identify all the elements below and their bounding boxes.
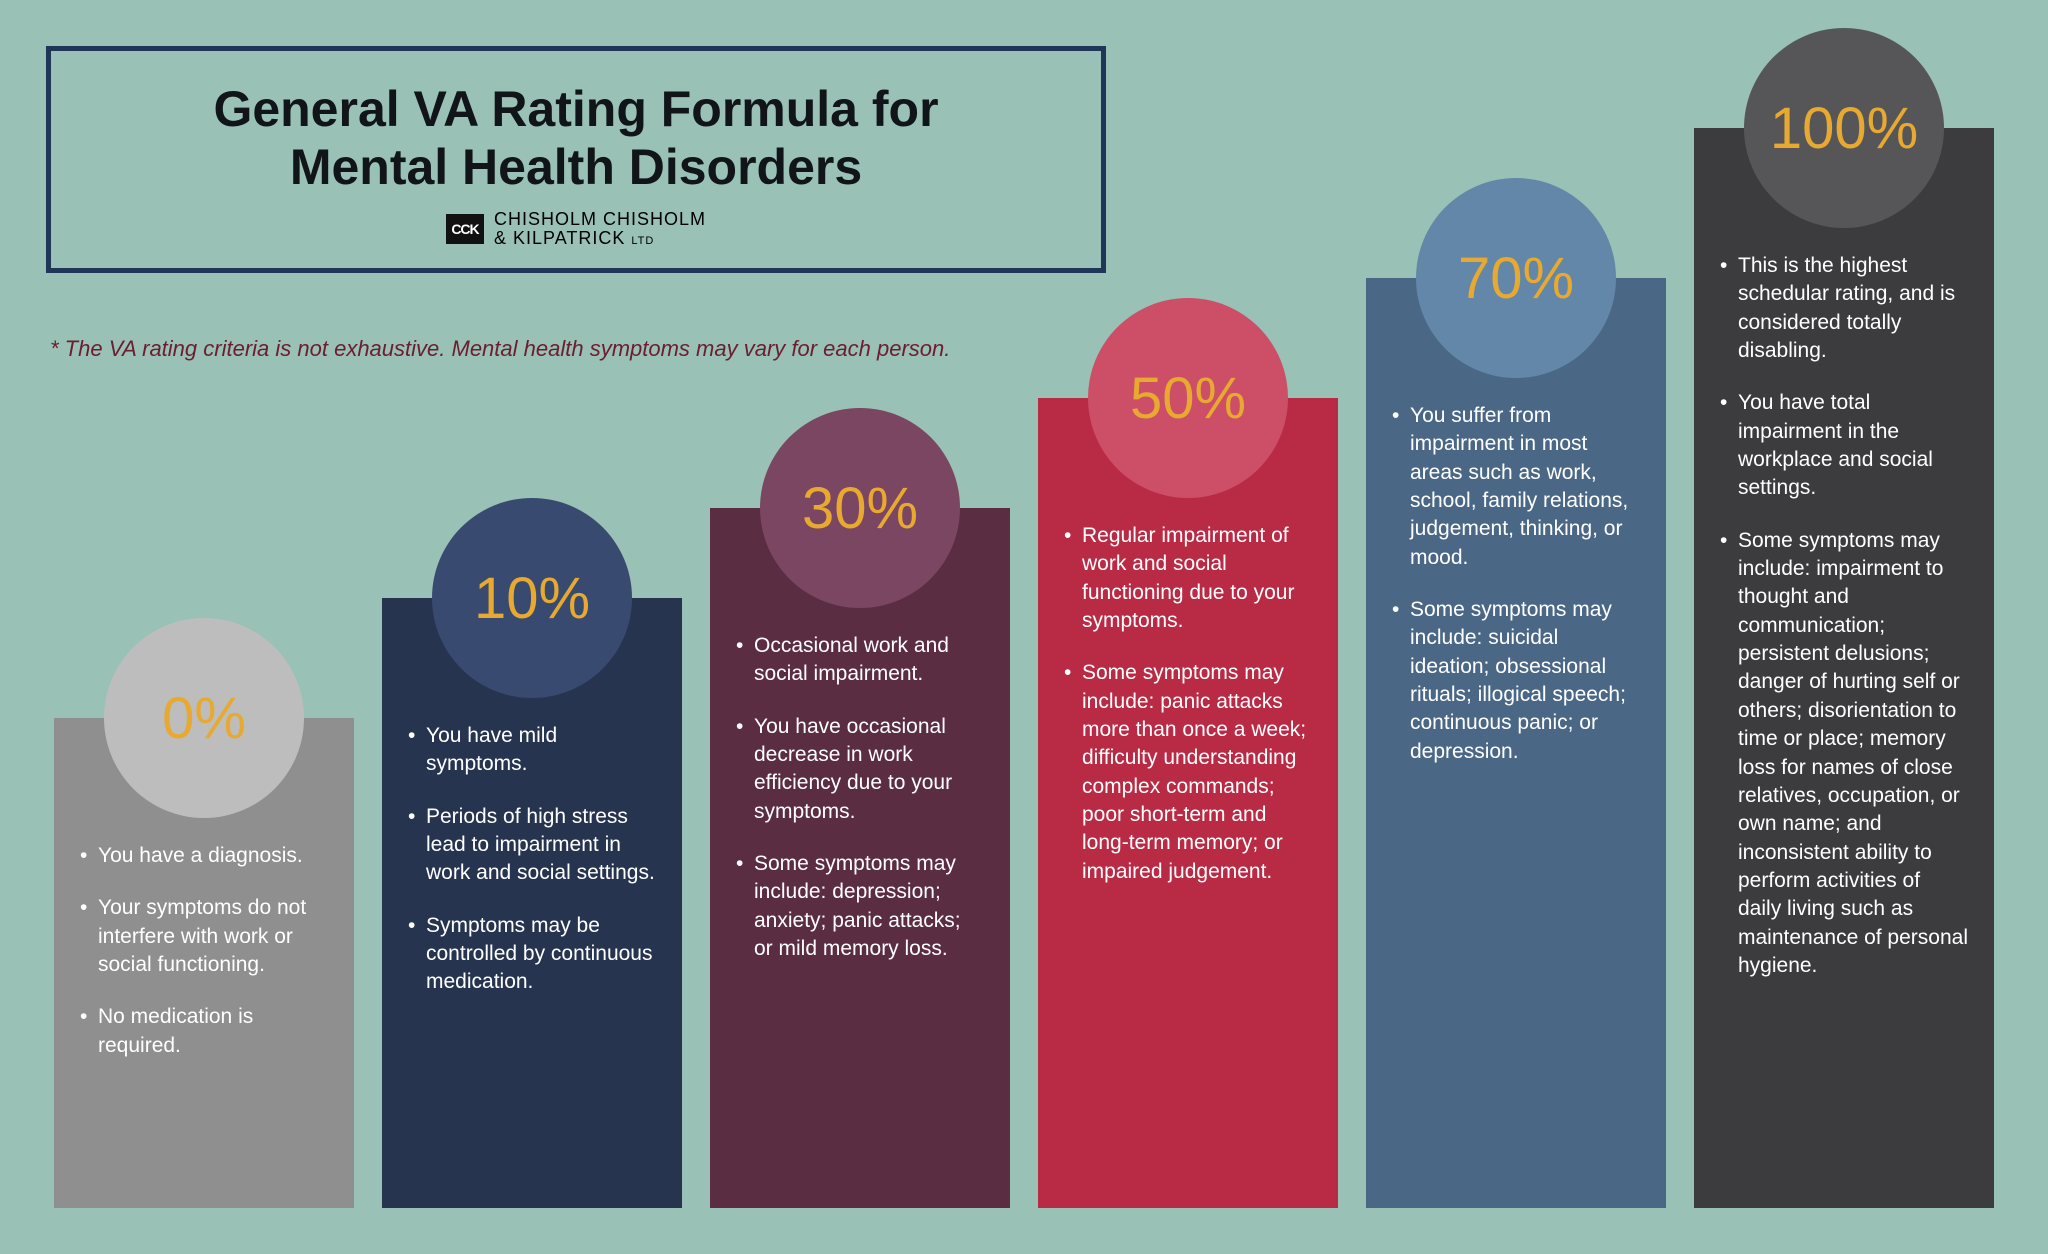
bullet-item: You have a diagnosis. (80, 842, 328, 870)
percent-bubble: 100% (1744, 28, 1944, 228)
bar-body: Occasional work and social impairment. Yo… (710, 508, 1010, 1208)
bullet-list: You have a diagnosis. Your symptoms do no… (80, 842, 328, 1060)
bullet-item: Regular impairment of work and social fu… (1064, 522, 1312, 635)
bar-30: 30% Occasional work and social impairment… (710, 408, 1010, 1208)
bar-70: 70% You suffer from impairment in most ar… (1366, 178, 1666, 1208)
bullet-item: Your symptoms do not interfere with work… (80, 894, 328, 979)
bar-body: This is the highest schedular rating, an… (1694, 128, 1994, 1208)
bullet-list: You have mild symptoms. Periods of high s… (408, 722, 656, 997)
percent-bubble: 70% (1416, 178, 1616, 378)
percent-bubble: 50% (1088, 298, 1288, 498)
bullet-item: Symptoms may be controlled by continuous… (408, 912, 656, 997)
bar-0: 0% You have a diagnosis. Your symptoms do … (54, 618, 354, 1208)
bullet-item: You have occasional decrease in work eff… (736, 713, 984, 826)
bullet-item: You have total impairment in the workpla… (1720, 389, 1968, 502)
bar-body: You suffer from impairment in most areas… (1366, 278, 1666, 1208)
infographic-canvas: General VA Rating Formula for Mental Hea… (0, 0, 2048, 1254)
percent-bubble: 10% (432, 498, 632, 698)
bullet-item: Some symptoms may include: suicidal idea… (1392, 596, 1640, 766)
bullet-item: Some symptoms may include: impairment to… (1720, 527, 1968, 981)
bullet-list: You suffer from impairment in most areas… (1392, 402, 1640, 766)
bullet-item: You suffer from impairment in most areas… (1392, 402, 1640, 572)
bullet-list: This is the highest schedular rating, an… (1720, 252, 1968, 980)
bullet-item: Periods of high stress lead to impairmen… (408, 803, 656, 888)
bar-50: 50% Regular impairment of work and social… (1038, 298, 1338, 1208)
percent-bubble: 30% (760, 408, 960, 608)
bullet-item: You have mild symptoms. (408, 722, 656, 779)
bullet-item: Some symptoms may include: panic attacks… (1064, 659, 1312, 886)
bullet-item: No medication is required. (80, 1003, 328, 1060)
bullet-item: Occasional work and social impairment. (736, 632, 984, 689)
bullet-list: Regular impairment of work and social fu… (1064, 522, 1312, 886)
bar-100: 100% This is the highest schedular rating… (1694, 28, 1994, 1208)
bullet-list: Occasional work and social impairment. Yo… (736, 632, 984, 963)
bar-body: Regular impairment of work and social fu… (1038, 398, 1338, 1208)
percent-bubble: 0% (104, 618, 304, 818)
bullet-item: Some symptoms may include: depression; a… (736, 850, 984, 963)
bar-10: 10% You have mild symptoms. Periods of hig… (382, 498, 682, 1208)
bullet-item: This is the highest schedular rating, an… (1720, 252, 1968, 365)
bar-chart: 0% You have a diagnosis. Your symptoms do … (0, 48, 2048, 1208)
